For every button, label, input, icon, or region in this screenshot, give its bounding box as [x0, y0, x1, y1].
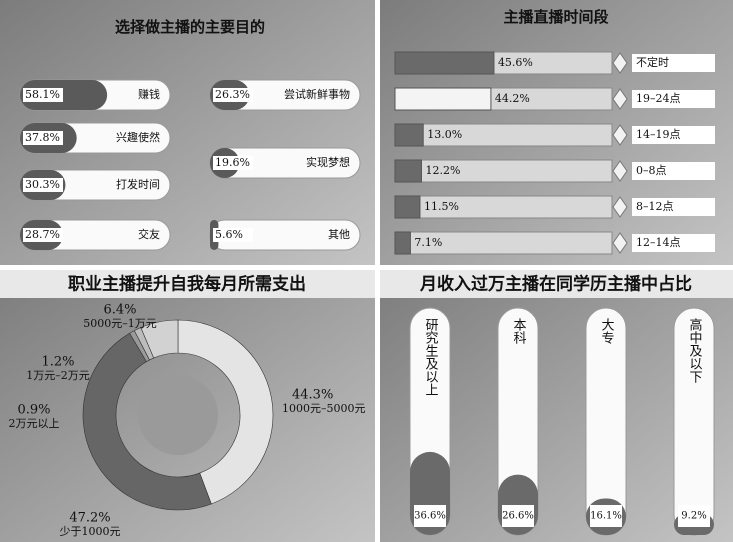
chart-title: 选择做主播的主要目的: [115, 18, 265, 36]
category-label: 本科: [511, 318, 527, 344]
category-label: 5000元–1万元: [83, 317, 157, 330]
label-box: [632, 198, 715, 216]
slice: [82, 332, 212, 511]
category-label: 0–8点: [636, 164, 667, 177]
diamond: [612, 124, 628, 146]
value-box: [213, 156, 253, 170]
value-box: [23, 131, 63, 145]
category-label: 研究生及以上: [423, 318, 439, 396]
value-label: 11.5%: [424, 200, 459, 213]
bar: [394, 159, 422, 183]
diamond: [612, 196, 628, 218]
value-box: [23, 88, 63, 102]
value-label: 47.2%: [69, 511, 110, 526]
value-label: 44.2%: [495, 92, 530, 105]
category-label: 其他: [328, 228, 350, 241]
diamond: [612, 160, 628, 182]
category-label: 大专: [599, 318, 615, 344]
category-label: 打发时间: [116, 177, 160, 191]
title-band: [0, 270, 375, 298]
category-label: 19–24点: [636, 92, 681, 105]
value-box: [414, 505, 446, 527]
chart-title: 月收入过万主播在同学历主播中占比: [419, 274, 692, 295]
label-box: [632, 234, 715, 252]
value-label: 7.1%: [414, 236, 442, 249]
value-box: [23, 178, 63, 192]
label-box: [632, 162, 715, 180]
diamond: [612, 232, 628, 254]
category-label: 交友: [138, 227, 160, 241]
category-label: 不定时: [636, 55, 669, 69]
diamond: [612, 52, 628, 74]
value-box: [590, 505, 622, 527]
value-label: 1.2%: [41, 355, 74, 370]
value-label: 13.0%: [427, 128, 462, 141]
bar: [20, 80, 108, 110]
value-label: 16.1%: [590, 511, 622, 522]
category-label: 兴趣使然: [116, 130, 160, 144]
value-label: 12.2%: [425, 164, 460, 177]
value-label: 30.3%: [25, 178, 60, 191]
center: [138, 375, 218, 455]
value-label: 0.9%: [17, 403, 50, 418]
category-label: 12–14点: [636, 236, 681, 249]
category-label: 8–12点: [636, 200, 674, 213]
category-label: 2万元以上: [9, 417, 60, 430]
value-label: 6.4%: [103, 303, 136, 318]
slice: [177, 319, 274, 505]
category-label: 少于1000元: [60, 525, 121, 538]
bar: [394, 231, 411, 255]
value-label: 26.3%: [215, 88, 250, 101]
label-box: [632, 54, 715, 72]
category-label: 赚钱: [138, 87, 160, 101]
value-label: 36.6%: [414, 511, 446, 522]
value-label: 5.6%: [215, 228, 243, 241]
value-box: [502, 505, 534, 527]
label-box: [632, 90, 715, 108]
title-band: [380, 270, 733, 298]
value-label: 26.6%: [502, 511, 534, 522]
value-label: 9.2%: [681, 511, 706, 522]
chart-title: 主播直播时间段: [503, 8, 608, 26]
bar: [394, 195, 421, 219]
value-label: 58.1%: [25, 88, 60, 101]
bar: [394, 123, 424, 147]
category-label: 14–19点: [636, 128, 681, 141]
category-label: 高中及以下: [687, 317, 703, 383]
value-label: 19.6%: [215, 156, 250, 169]
chart-title: 职业主播提升自我每月所需支出: [68, 274, 306, 295]
category-label: 实现梦想: [306, 155, 350, 169]
slice: [140, 319, 179, 359]
category-label: 尝试新鲜事物: [284, 87, 350, 101]
category-label: 1万元–2万元: [26, 369, 90, 382]
value-label: 28.7%: [25, 228, 60, 241]
bar: [394, 51, 495, 75]
value-label: 37.8%: [25, 131, 60, 144]
category-label: 1000元–5000元: [282, 402, 366, 415]
value-label: 44.3%: [292, 388, 333, 403]
value-box: [213, 88, 253, 102]
value-box: [678, 505, 710, 527]
diamond: [612, 88, 628, 110]
value-box: [213, 228, 253, 242]
value-label: 45.6%: [498, 56, 533, 69]
value-box: [23, 228, 63, 242]
label-box: [632, 126, 715, 144]
bar: [394, 87, 492, 111]
